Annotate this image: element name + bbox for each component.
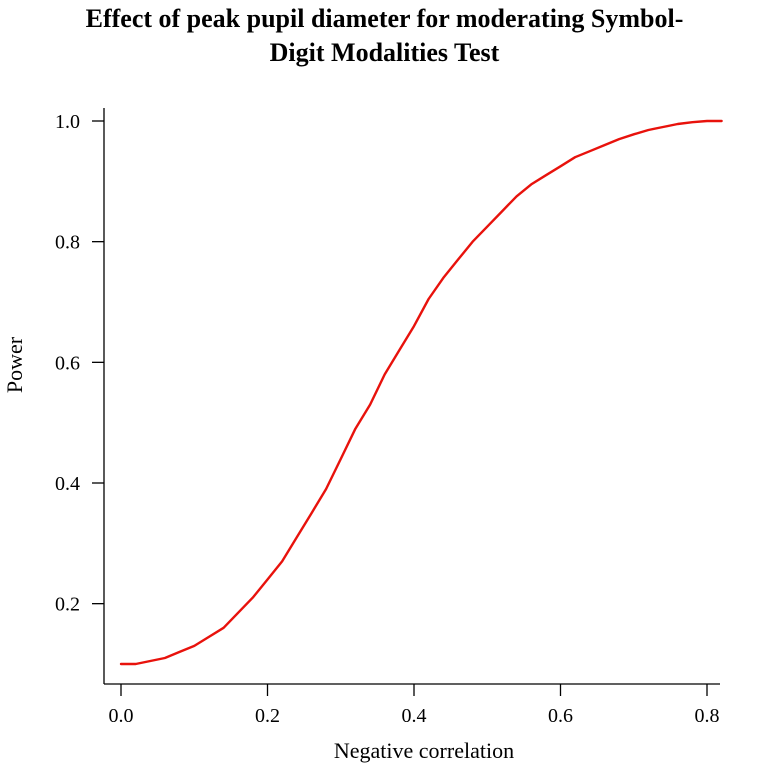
x-tick-label: 0.6 (548, 705, 573, 727)
x-tick-label: 0.4 (402, 705, 427, 727)
chart-title: Effect of peak pupil diameter for modera… (0, 2, 769, 70)
power-curve-line (119, 119, 723, 666)
chart-title-line-1: Effect of peak pupil diameter for modera… (85, 4, 684, 33)
series-layer (119, 119, 723, 666)
x-tick-label: 0.8 (695, 705, 720, 727)
chart-title-line-2: Digit Modalities Test (269, 38, 500, 67)
y-tick-label: 0.4 (55, 473, 80, 495)
x-tick-label: 0.2 (255, 705, 280, 727)
x-tick-label: 0.0 (109, 705, 134, 727)
y-tick-label: 0.2 (55, 594, 80, 616)
y-axis-label: Power (2, 336, 27, 393)
x-axis-label: Negative correlation (334, 738, 514, 763)
y-tick-label: 0.8 (55, 232, 80, 254)
y-tick-label: 1.0 (55, 111, 80, 133)
axes: 0.2 0.4 0.6 0.8 1.0 0.0 0.2 0.4 0.6 0.8 (55, 108, 720, 727)
y-tick-label: 0.6 (55, 352, 80, 374)
